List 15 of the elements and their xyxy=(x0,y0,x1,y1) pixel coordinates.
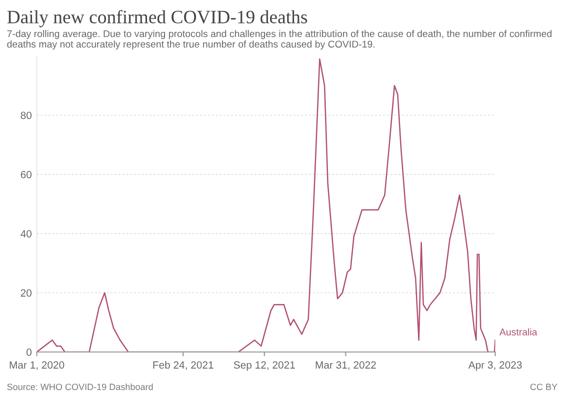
x-tick-label: Sep 12, 2021 xyxy=(234,361,295,371)
y-tick-label: 60 xyxy=(20,170,32,178)
y-tick-label: 20 xyxy=(20,289,32,297)
chart-title: Daily new confirmed COVID-19 deaths xyxy=(7,10,308,28)
source-note: Source: WHO COVID-19 Dashboard xyxy=(7,383,153,390)
text: CC BY xyxy=(530,384,558,390)
chart-subtitle: 7-day rolling average. Due to varying protocols and challenges in the attribution of the cause of death, the number of confirmed deaths may not accurately represent the true number of deaths caused by COVID-19. xyxy=(7,30,552,50)
x-tick-label: Apr 3, 2023 xyxy=(468,361,522,371)
y-tick-label: 80 xyxy=(20,112,32,120)
x-tick-label: Mar 31, 2022 xyxy=(316,361,376,370)
series-label: Australia xyxy=(499,328,538,336)
y-tick-label: 40 xyxy=(20,230,32,238)
y-tick-label: 0 xyxy=(26,348,32,356)
x-tick-label: Mar 1, 2020 xyxy=(10,361,64,370)
x-tick-label: Feb 24, 2021 xyxy=(153,361,214,370)
